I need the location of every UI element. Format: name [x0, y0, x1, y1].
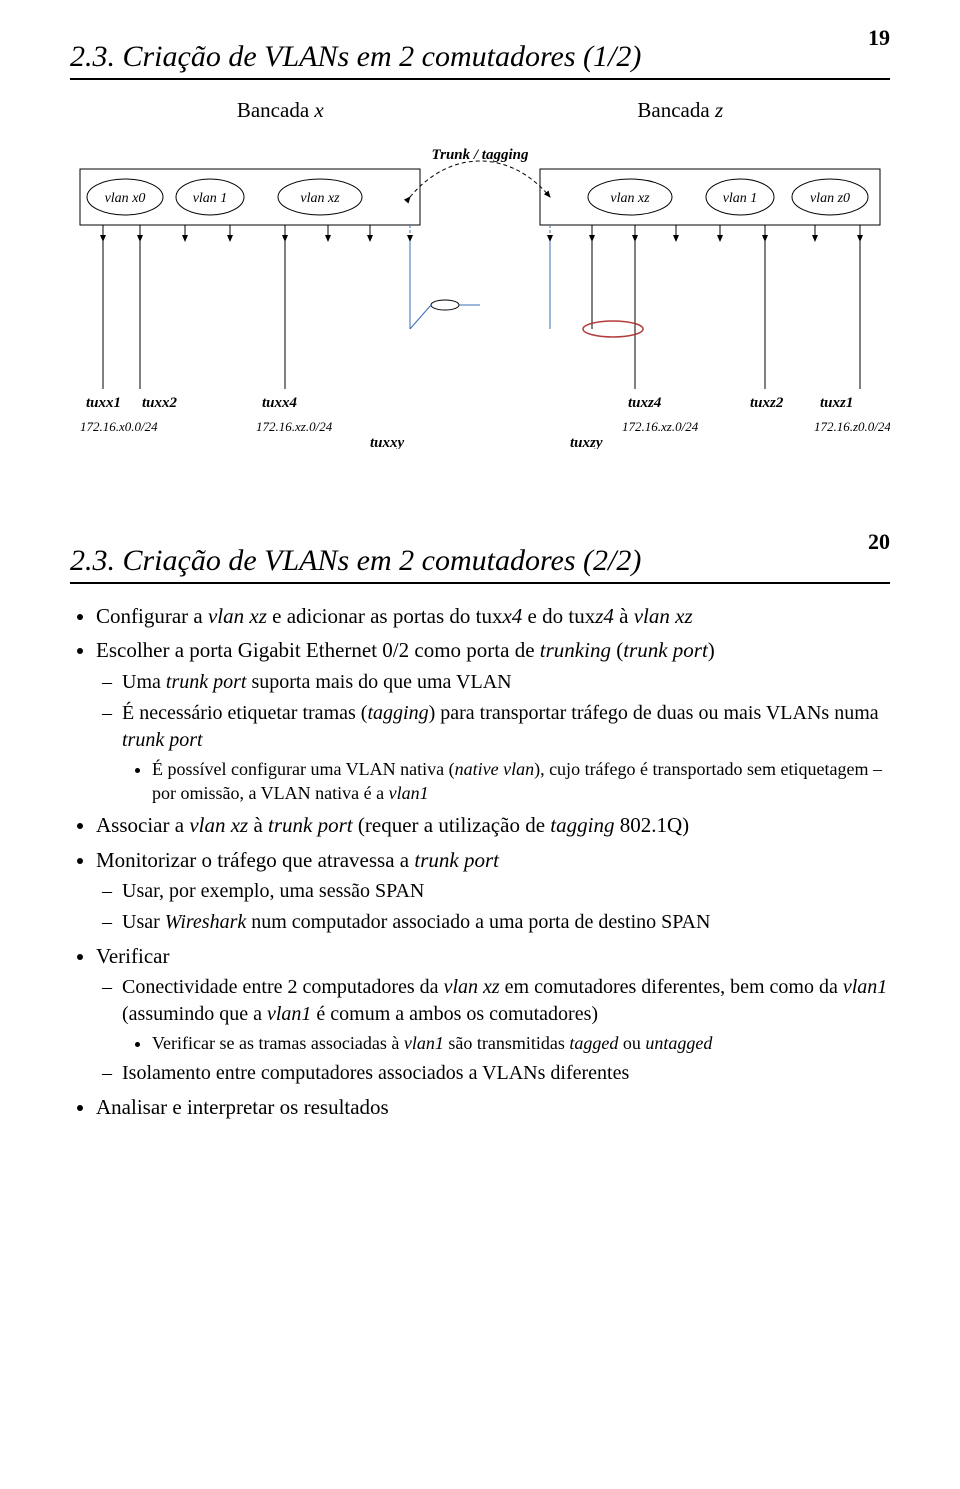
svg-text:172.16.z0.0/24: 172.16.z0.0/24 — [814, 419, 890, 434]
bench-z-var: z — [715, 98, 723, 122]
bullet-item: Analisar e interpretar os resultados — [96, 1093, 890, 1121]
subsub-item: É possível configurar uma VLAN nativa (n… — [152, 757, 890, 806]
bullet-item: VerificarConectividade entre 2 computado… — [96, 942, 890, 1087]
sub-list: Uma trunk port suporta mais do que uma V… — [96, 669, 890, 806]
slide-1-title: 2.3. Criação de VLANs em 2 comutadores (… — [70, 40, 890, 74]
slide-2-title: 2.3. Criação de VLANs em 2 comutadores (… — [70, 544, 890, 578]
svg-text:tuxx4: tuxx4 — [262, 395, 298, 411]
svg-text:vlan 1: vlan 1 — [193, 191, 228, 206]
page-number-1: 19 — [868, 25, 890, 51]
svg-text:Trunk / tagging: Trunk / tagging — [432, 147, 529, 163]
page-number-2: 20 — [868, 529, 890, 555]
svg-text:vlan 1: vlan 1 — [723, 191, 758, 206]
svg-text:tuxz2: tuxz2 — [750, 395, 784, 411]
svg-text:tuxx1: tuxx1 — [86, 395, 121, 411]
network-diagram: Trunk / tagging vlan x0 vlan 1 vlan xz vlan … — [70, 129, 890, 449]
svg-text:tuxxy: tuxxy — [370, 435, 405, 449]
sub-item: É necessário etiquetar tramas (tagging) … — [122, 700, 890, 806]
svg-text:tuxz1: tuxz1 — [820, 395, 853, 411]
svg-text:tuxx2: tuxx2 — [142, 395, 178, 411]
svg-text:172.16.x0.0/24: 172.16.x0.0/24 — [80, 419, 158, 434]
svg-text:vlan x0: vlan x0 — [105, 191, 146, 206]
title-rule-2 — [70, 582, 890, 584]
title-rule-1 — [70, 78, 890, 80]
bench-x-var: x — [314, 98, 323, 122]
bench-labels: Bancada x Bancada z — [80, 98, 880, 123]
bullet-list: Configurar a vlan xz e adicionar as port… — [70, 602, 890, 1121]
svg-text:vlan xz: vlan xz — [610, 191, 650, 206]
bench-x-label: Bancada x — [237, 98, 324, 123]
sub-item: Usar Wireshark num computador associado … — [122, 909, 890, 936]
bullet-item: Configurar a vlan xz e adicionar as port… — [96, 602, 890, 630]
sub-item: Isolamento entre computadores associados… — [122, 1060, 890, 1087]
bullet-item: Escolher a porta Gigabit Ethernet 0/2 co… — [96, 636, 890, 805]
subsub-item: Verificar se as tramas associadas à vlan… — [152, 1031, 890, 1055]
subsub-list: Verificar se as tramas associadas à vlan… — [122, 1031, 890, 1055]
bullet-item: Associar a vlan xz à trunk port (requer … — [96, 811, 890, 839]
page: 19 2.3. Criação de VLANs em 2 comutadore… — [0, 0, 960, 1177]
slide-2: 20 2.3. Criação de VLANs em 2 comutadore… — [0, 504, 960, 1177]
svg-text:vlan xz: vlan xz — [300, 191, 340, 206]
svg-text:tuxz4: tuxz4 — [628, 395, 662, 411]
sub-item: Usar, por exemplo, uma sessão SPAN — [122, 878, 890, 905]
slide-1: 19 2.3. Criação de VLANs em 2 comutadore… — [0, 0, 960, 504]
svg-text:vlan z0: vlan z0 — [810, 191, 850, 206]
subsub-list: É possível configurar uma VLAN nativa (n… — [122, 757, 890, 806]
sub-item: Conectividade entre 2 computadores da vl… — [122, 974, 890, 1055]
svg-text:tuxzy: tuxzy — [570, 435, 603, 449]
sub-list: Usar, por exemplo, uma sessão SPAN Usar W… — [96, 878, 890, 936]
sub-list: Conectividade entre 2 computadores da vl… — [96, 974, 890, 1086]
diagram-wrap: Bancada x Bancada z Trunk / tagging vlan … — [70, 98, 890, 454]
bench-z-label: Bancada z — [637, 98, 723, 123]
svg-text:172.16.xz.0/24: 172.16.xz.0/24 — [256, 419, 333, 434]
svg-text:172.16.xz.0/24: 172.16.xz.0/24 — [622, 419, 699, 434]
sub-item: Uma trunk port suporta mais do que uma V… — [122, 669, 890, 696]
bullet-item: Monitorizar o tráfego que atravessa a tr… — [96, 846, 890, 936]
